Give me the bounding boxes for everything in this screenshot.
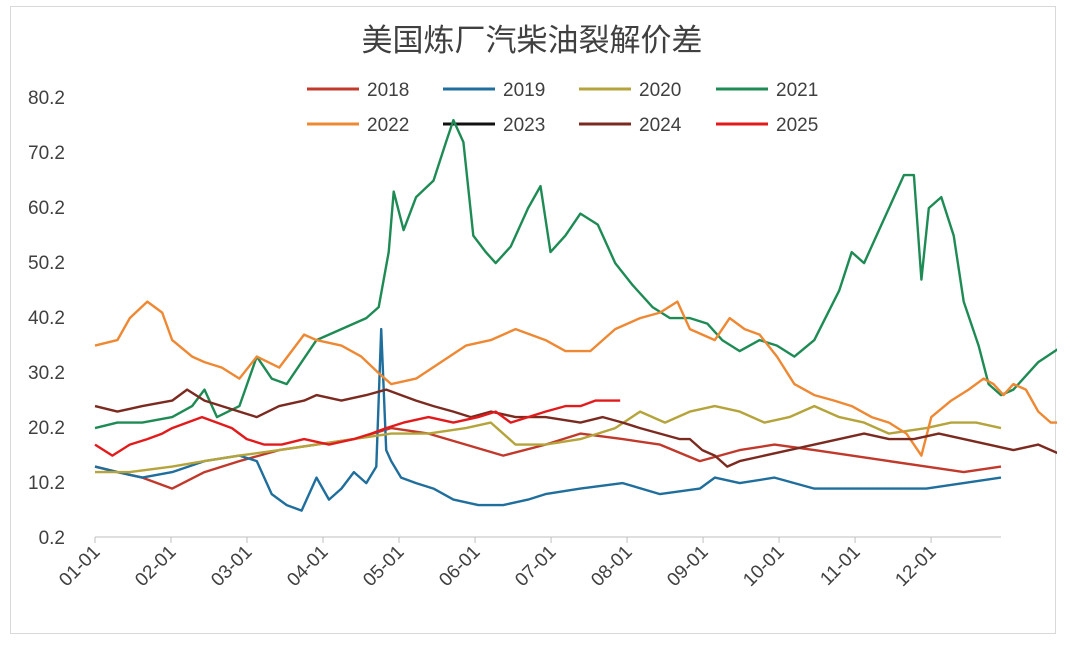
x-tick-label: 05-01 bbox=[359, 542, 408, 591]
series-line-2020 bbox=[95, 404, 1002, 474]
x-tick-label: 09-01 bbox=[663, 542, 712, 591]
plot-area bbox=[94, 118, 1057, 512]
y-tick-label: 10.2 bbox=[28, 473, 65, 494]
x-tick-label: 07-01 bbox=[511, 542, 560, 591]
x-tick-label: 02-01 bbox=[131, 542, 180, 591]
y-tick-label: 50.2 bbox=[28, 253, 65, 274]
x-tick-label: 10-01 bbox=[739, 542, 788, 591]
series-line-2022 bbox=[94, 300, 1057, 457]
chart-svg: 美国炼厂汽柴油裂解价差 2018 2019 2020 2021 2022 2023 2024… bbox=[28, 23, 1057, 591]
series-line-2019 bbox=[94, 327, 1002, 512]
chart-frame: 美国炼厂汽柴油裂解价差 2018 2019 2020 2021 2022 2023 2024… bbox=[10, 6, 1057, 634]
y-tick-label: 80.2 bbox=[28, 88, 65, 109]
legend-label-2018: 2018 bbox=[367, 80, 409, 101]
series-line-2021 bbox=[94, 118, 1057, 430]
y-tick-label: 70.2 bbox=[28, 143, 65, 164]
y-tick-label: 0.2 bbox=[39, 528, 65, 549]
legend-label-2019: 2019 bbox=[503, 80, 545, 101]
x-tick-label: 06-01 bbox=[435, 542, 484, 591]
legend-label-2022: 2022 bbox=[367, 115, 409, 136]
x-tick-label: 11-01 bbox=[816, 542, 864, 590]
legend-label-2024: 2024 bbox=[639, 115, 682, 136]
x-tick-label: 12-01 bbox=[891, 542, 940, 591]
legend: 2018 2019 2020 2021 2022 2023 2024 2025 bbox=[307, 80, 818, 136]
legend-label-2021: 2021 bbox=[776, 80, 818, 101]
series-line-2025 bbox=[94, 399, 621, 457]
series-line-2024 bbox=[94, 388, 1057, 468]
chart-title: 美国炼厂汽柴油裂解价差 bbox=[362, 23, 703, 59]
legend-label-2020: 2020 bbox=[639, 80, 681, 101]
legend-label-2025: 2025 bbox=[776, 115, 818, 136]
x-tick-label: 08-01 bbox=[587, 542, 636, 591]
y-tick-label: 40.2 bbox=[28, 308, 65, 329]
x-tick-label: 01-01 bbox=[55, 542, 104, 591]
axes: 0.2 10.2 20.2 30.2 40.2 50.2 60.2 70.2 80.2 01-01… bbox=[28, 88, 1001, 591]
y-tick-label: 60.2 bbox=[28, 198, 65, 219]
legend-label-2023: 2023 bbox=[503, 115, 545, 136]
x-tick-label: 03-01 bbox=[207, 542, 256, 591]
y-tick-label: 30.2 bbox=[28, 363, 65, 384]
series-line-2018 bbox=[94, 426, 1002, 490]
y-tick-label: 20.2 bbox=[28, 418, 65, 439]
x-tick-label: 04-01 bbox=[283, 542, 332, 591]
